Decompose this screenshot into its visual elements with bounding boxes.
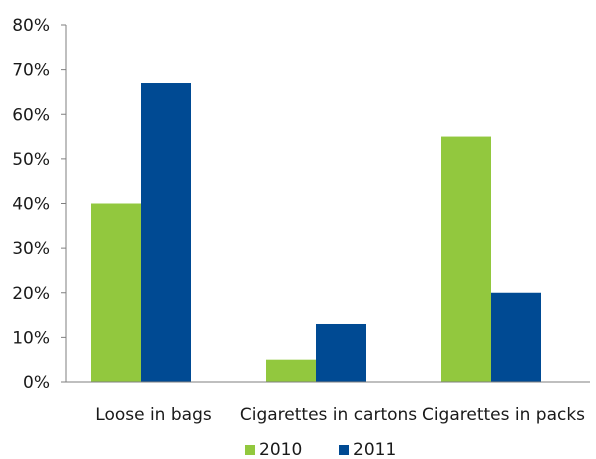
bar-2011-cigarettes-in-packs	[491, 292, 541, 382]
legend-label-2011: 2011	[353, 440, 396, 459]
bar-2010-cigarettes-in-packs	[441, 136, 491, 382]
y-axis: 0% 10% 20% 30% 40% 50% 60% 70% 80%	[12, 16, 67, 393]
bar-2010-cigarettes-in-cartons	[266, 359, 316, 382]
x-category-label: Loose in bags	[95, 405, 212, 425]
y-tick-label: 10%	[12, 328, 50, 348]
legend: 2010 2011	[245, 440, 396, 459]
y-tick-label: 40%	[12, 195, 50, 215]
y-tick-label: 70%	[12, 61, 50, 81]
x-axis: Loose in bags Cigarettes in cartons Cigare…	[66, 381, 590, 425]
bar-2011-cigarettes-in-cartons	[316, 323, 366, 382]
x-category-label: Cigarettes in packs	[422, 405, 585, 425]
y-tick-label: 20%	[12, 284, 50, 304]
legend-label-2010: 2010	[259, 440, 302, 459]
x-category-label: Cigarettes in cartons	[240, 405, 417, 425]
y-tick-label: 0%	[23, 373, 50, 393]
y-tick-label: 80%	[12, 16, 50, 36]
bars	[91, 83, 541, 382]
bar-2010-loose-in-bags	[91, 203, 141, 382]
legend-swatch-2011	[339, 445, 349, 455]
legend-swatch-2010	[245, 445, 255, 455]
y-tick-label: 50%	[12, 150, 50, 170]
bar-2011-loose-in-bags	[141, 83, 191, 382]
y-tick-label: 30%	[12, 239, 50, 259]
y-tick-label: 60%	[12, 105, 50, 125]
